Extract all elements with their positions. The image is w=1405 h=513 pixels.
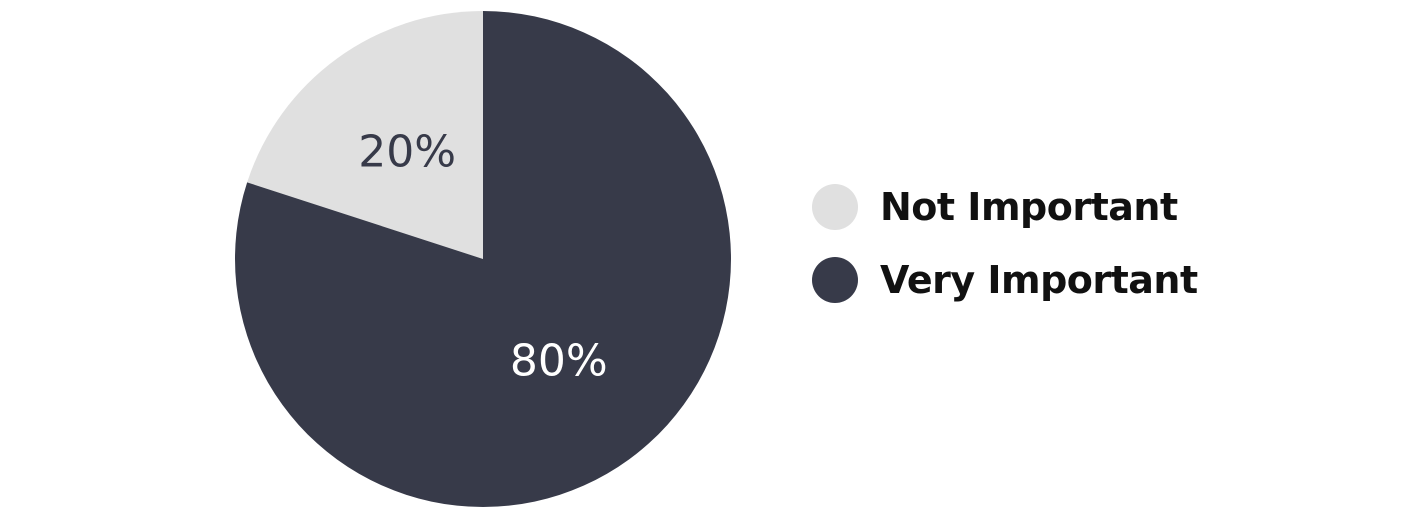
pie-chart-svg: 20% 80% bbox=[235, 11, 732, 508]
legend-label-not-important: Not Important bbox=[880, 185, 1178, 229]
legend-label-very-important: Very Important bbox=[880, 258, 1198, 302]
pie-slice-not-important bbox=[247, 11, 483, 259]
legend-swatch-very-important bbox=[812, 257, 858, 303]
legend-item-very-important: Very Important bbox=[812, 257, 1198, 303]
legend-swatch-not-important bbox=[812, 184, 858, 230]
pie-slice-very-important bbox=[235, 11, 732, 508]
pie-slice-label-not-important: 20% bbox=[358, 127, 456, 178]
legend-item-not-important: Not Important bbox=[812, 184, 1198, 230]
pie-slices bbox=[235, 11, 732, 508]
pie-slice-label-very-important: 80% bbox=[510, 335, 608, 386]
chart-legend: Not Important Very Important bbox=[812, 184, 1198, 330]
pie-slice-labels: 20% 80% bbox=[358, 127, 607, 387]
